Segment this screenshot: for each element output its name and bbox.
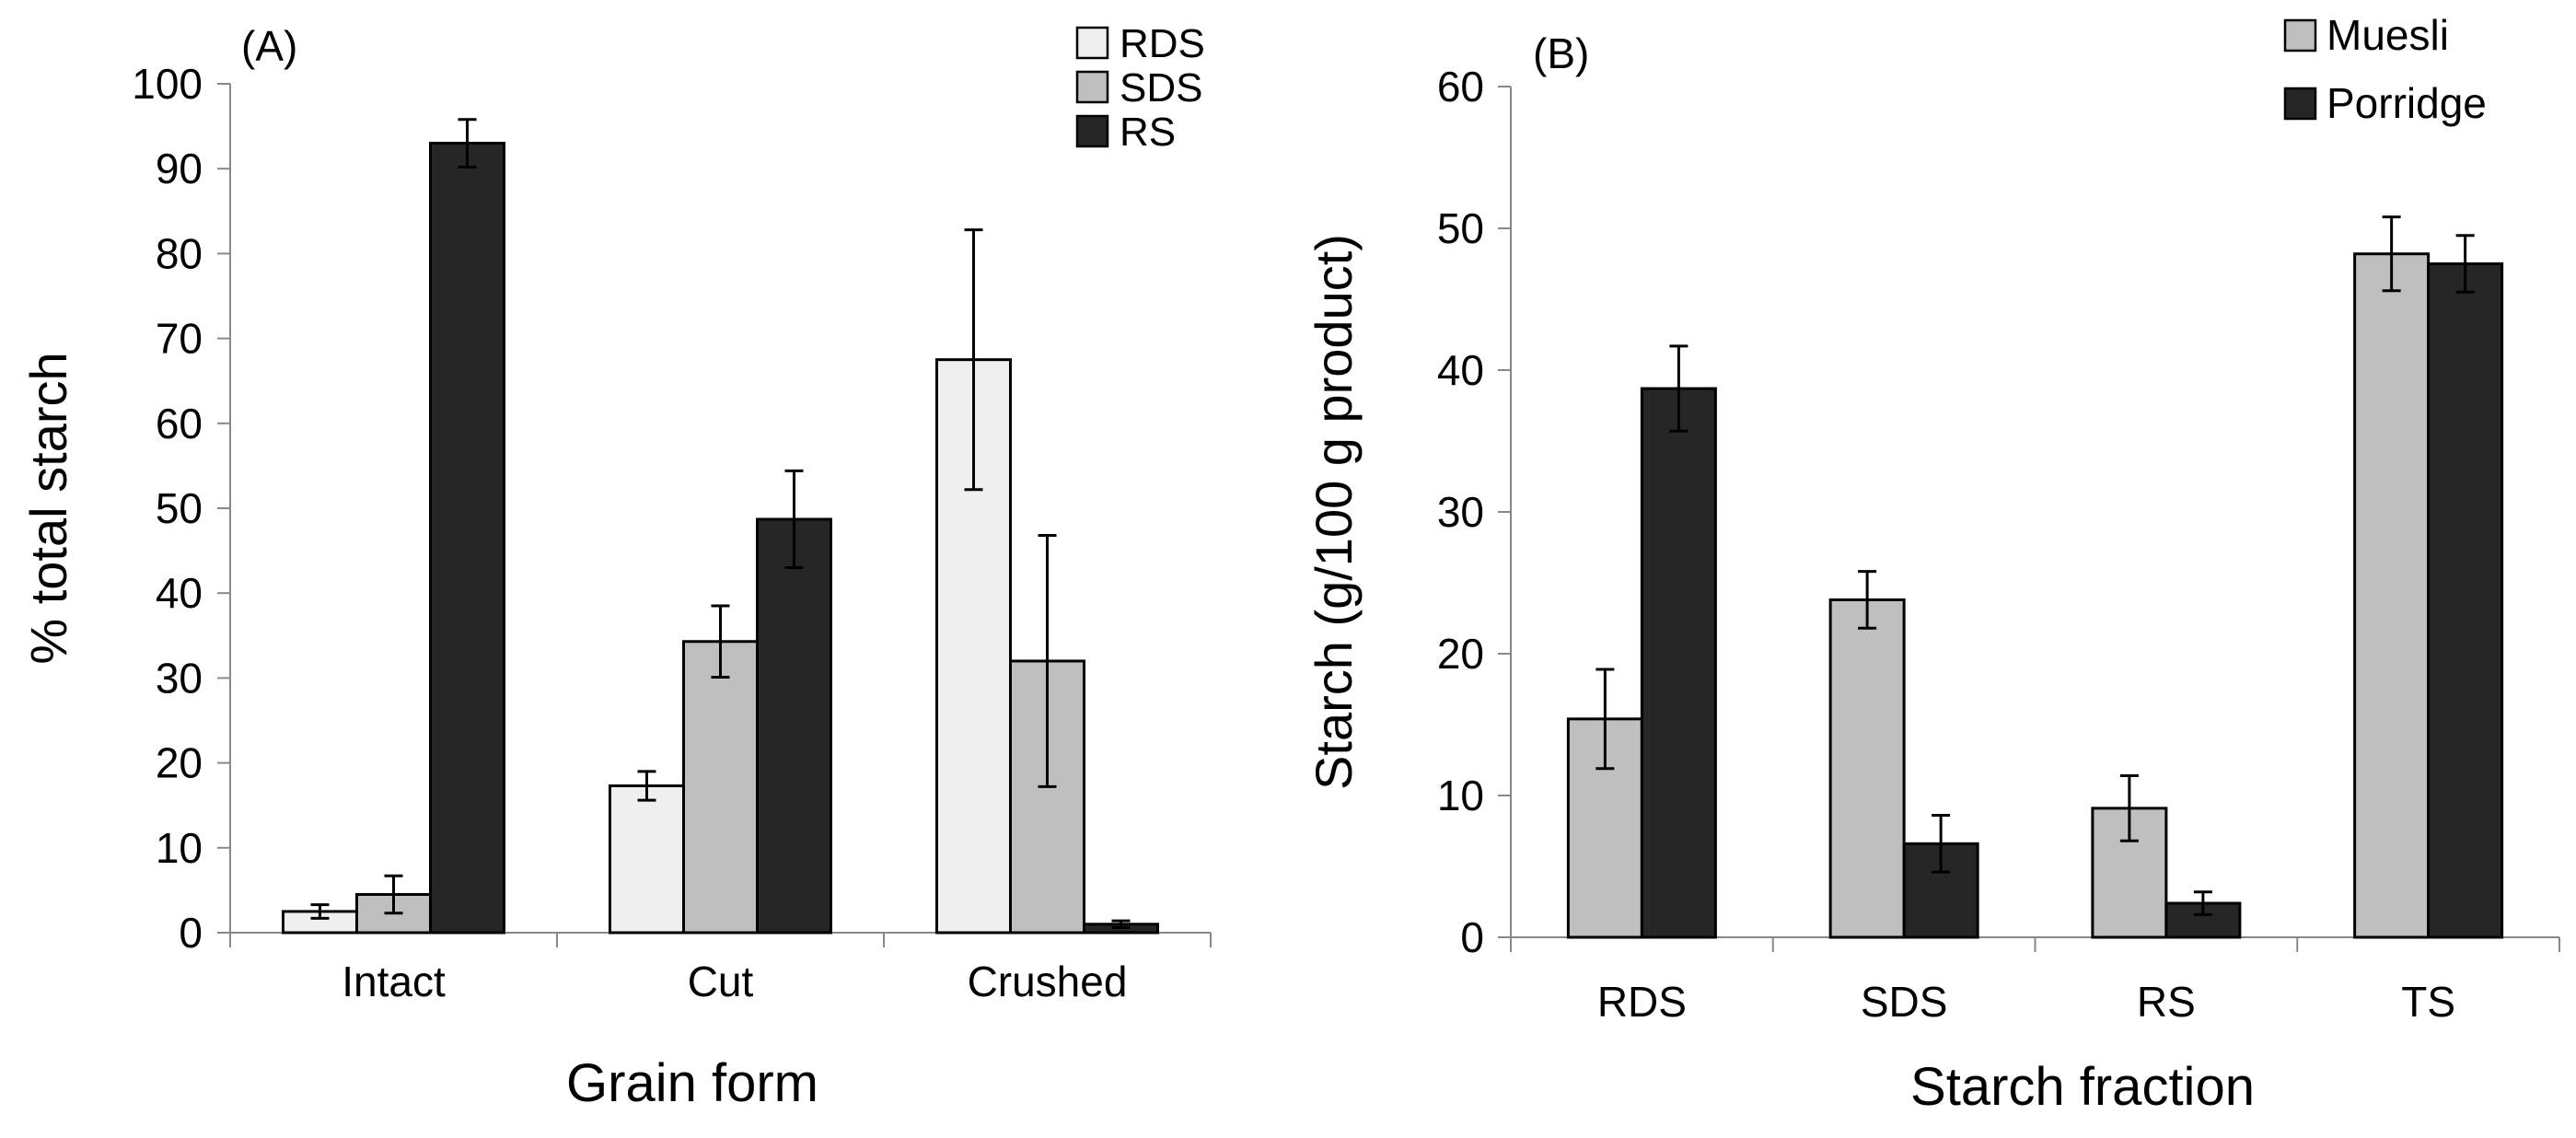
panel-b-y-tick-label: 10 xyxy=(1437,772,1484,819)
panel-a-y-tick-label: 10 xyxy=(156,824,203,872)
panel-b-bar-muesli-ts xyxy=(2353,252,2431,939)
panel-b-y-tick-label: 40 xyxy=(1437,346,1484,394)
panel-a-y-tick-label: 40 xyxy=(156,569,203,617)
panel-b-y-tick-label: 60 xyxy=(1437,63,1484,110)
panel-b-bar-porridge-rds xyxy=(1640,387,1717,939)
panel-b-x-tick-label: SDS xyxy=(1861,978,1948,1026)
panel-a-x-tick-label: Intact xyxy=(342,958,446,1005)
panel-a-panel-label: (A) xyxy=(241,22,297,70)
panel-b-y-axis-label: Starch (g/100 g product) xyxy=(1305,234,1363,790)
panel-b-y-tick-label: 30 xyxy=(1437,488,1484,536)
panel-a-y-tick-label: 30 xyxy=(156,654,203,702)
panel-a-x-tick-label: Crushed xyxy=(968,958,1128,1005)
panel-b-x-tick-label: RDS xyxy=(1597,978,1687,1026)
panel-a-y-tick-label: 20 xyxy=(156,739,203,787)
panel-a-bar-rds-cut xyxy=(609,784,685,935)
panel-b-legend-swatch-muesli xyxy=(2283,18,2317,52)
panel-b-x-axis-label: Starch fraction xyxy=(1910,1057,2255,1117)
panel-a-legend-swatch-rds xyxy=(1075,26,1109,60)
panel-a-bar-rs-intact xyxy=(429,142,505,935)
panel-b-y-tick-label: 50 xyxy=(1437,204,1484,252)
panel-b-legend-label-muesli: Muesli xyxy=(2327,11,2449,59)
panel-a-y-tick-label: 0 xyxy=(179,909,203,957)
panel-b-bar-muesli-sds xyxy=(1828,598,1906,939)
panel-b-panel-label: (B) xyxy=(1533,29,1589,77)
panel-b-y-tick-label: 0 xyxy=(1460,913,1484,961)
panel-b-legend-label-porridge: Porridge xyxy=(2327,79,2487,127)
panel-b-bar-porridge-ts xyxy=(2427,262,2504,939)
panel-a-y-tick-label: 80 xyxy=(156,229,203,277)
panel-a-legend-swatch-sds xyxy=(1075,70,1109,104)
panel-b-x-tick-label: RS xyxy=(2137,978,2196,1026)
panel-b-chart: 0 10 20 30 40 50 60 RDS SDS RS TS Starch (g/100 g p… xyxy=(1305,11,2560,1117)
panel-a-legend-label-sds: SDS xyxy=(1120,65,1202,110)
panel-a-y-axis-label: % total starch xyxy=(19,352,77,664)
panel-a-y-tick-label: 50 xyxy=(156,484,203,532)
panel-a-bar-sds-cut xyxy=(682,640,759,935)
panel-a-y-tick-label: 70 xyxy=(156,315,203,363)
panel-a-y-tick-label: 90 xyxy=(156,145,203,192)
panel-a-y-tick-label: 60 xyxy=(156,400,203,447)
panel-a-y-tick-label: 100 xyxy=(132,60,203,108)
panel-a-legend-swatch-rs xyxy=(1075,114,1109,148)
panel-b-y-tick-label: 20 xyxy=(1437,630,1484,678)
panel-a-legend-label-rds: RDS xyxy=(1120,21,1205,66)
panel-a-chart: 0 10 20 30 40 50 60 70 80 90 100 Intact Cut Crushed % … xyxy=(19,21,1212,1113)
panel-a-bar-rs-cut xyxy=(756,517,832,935)
panel-b-legend-swatch-porridge xyxy=(2283,87,2317,121)
panel-b-x-tick-label: TS xyxy=(2401,978,2455,1026)
panel-a-x-axis-label: Grain form xyxy=(566,1053,818,1113)
panel-a-legend-label-rs: RS xyxy=(1120,110,1176,155)
panel-a-x-tick-label: Cut xyxy=(688,958,754,1005)
